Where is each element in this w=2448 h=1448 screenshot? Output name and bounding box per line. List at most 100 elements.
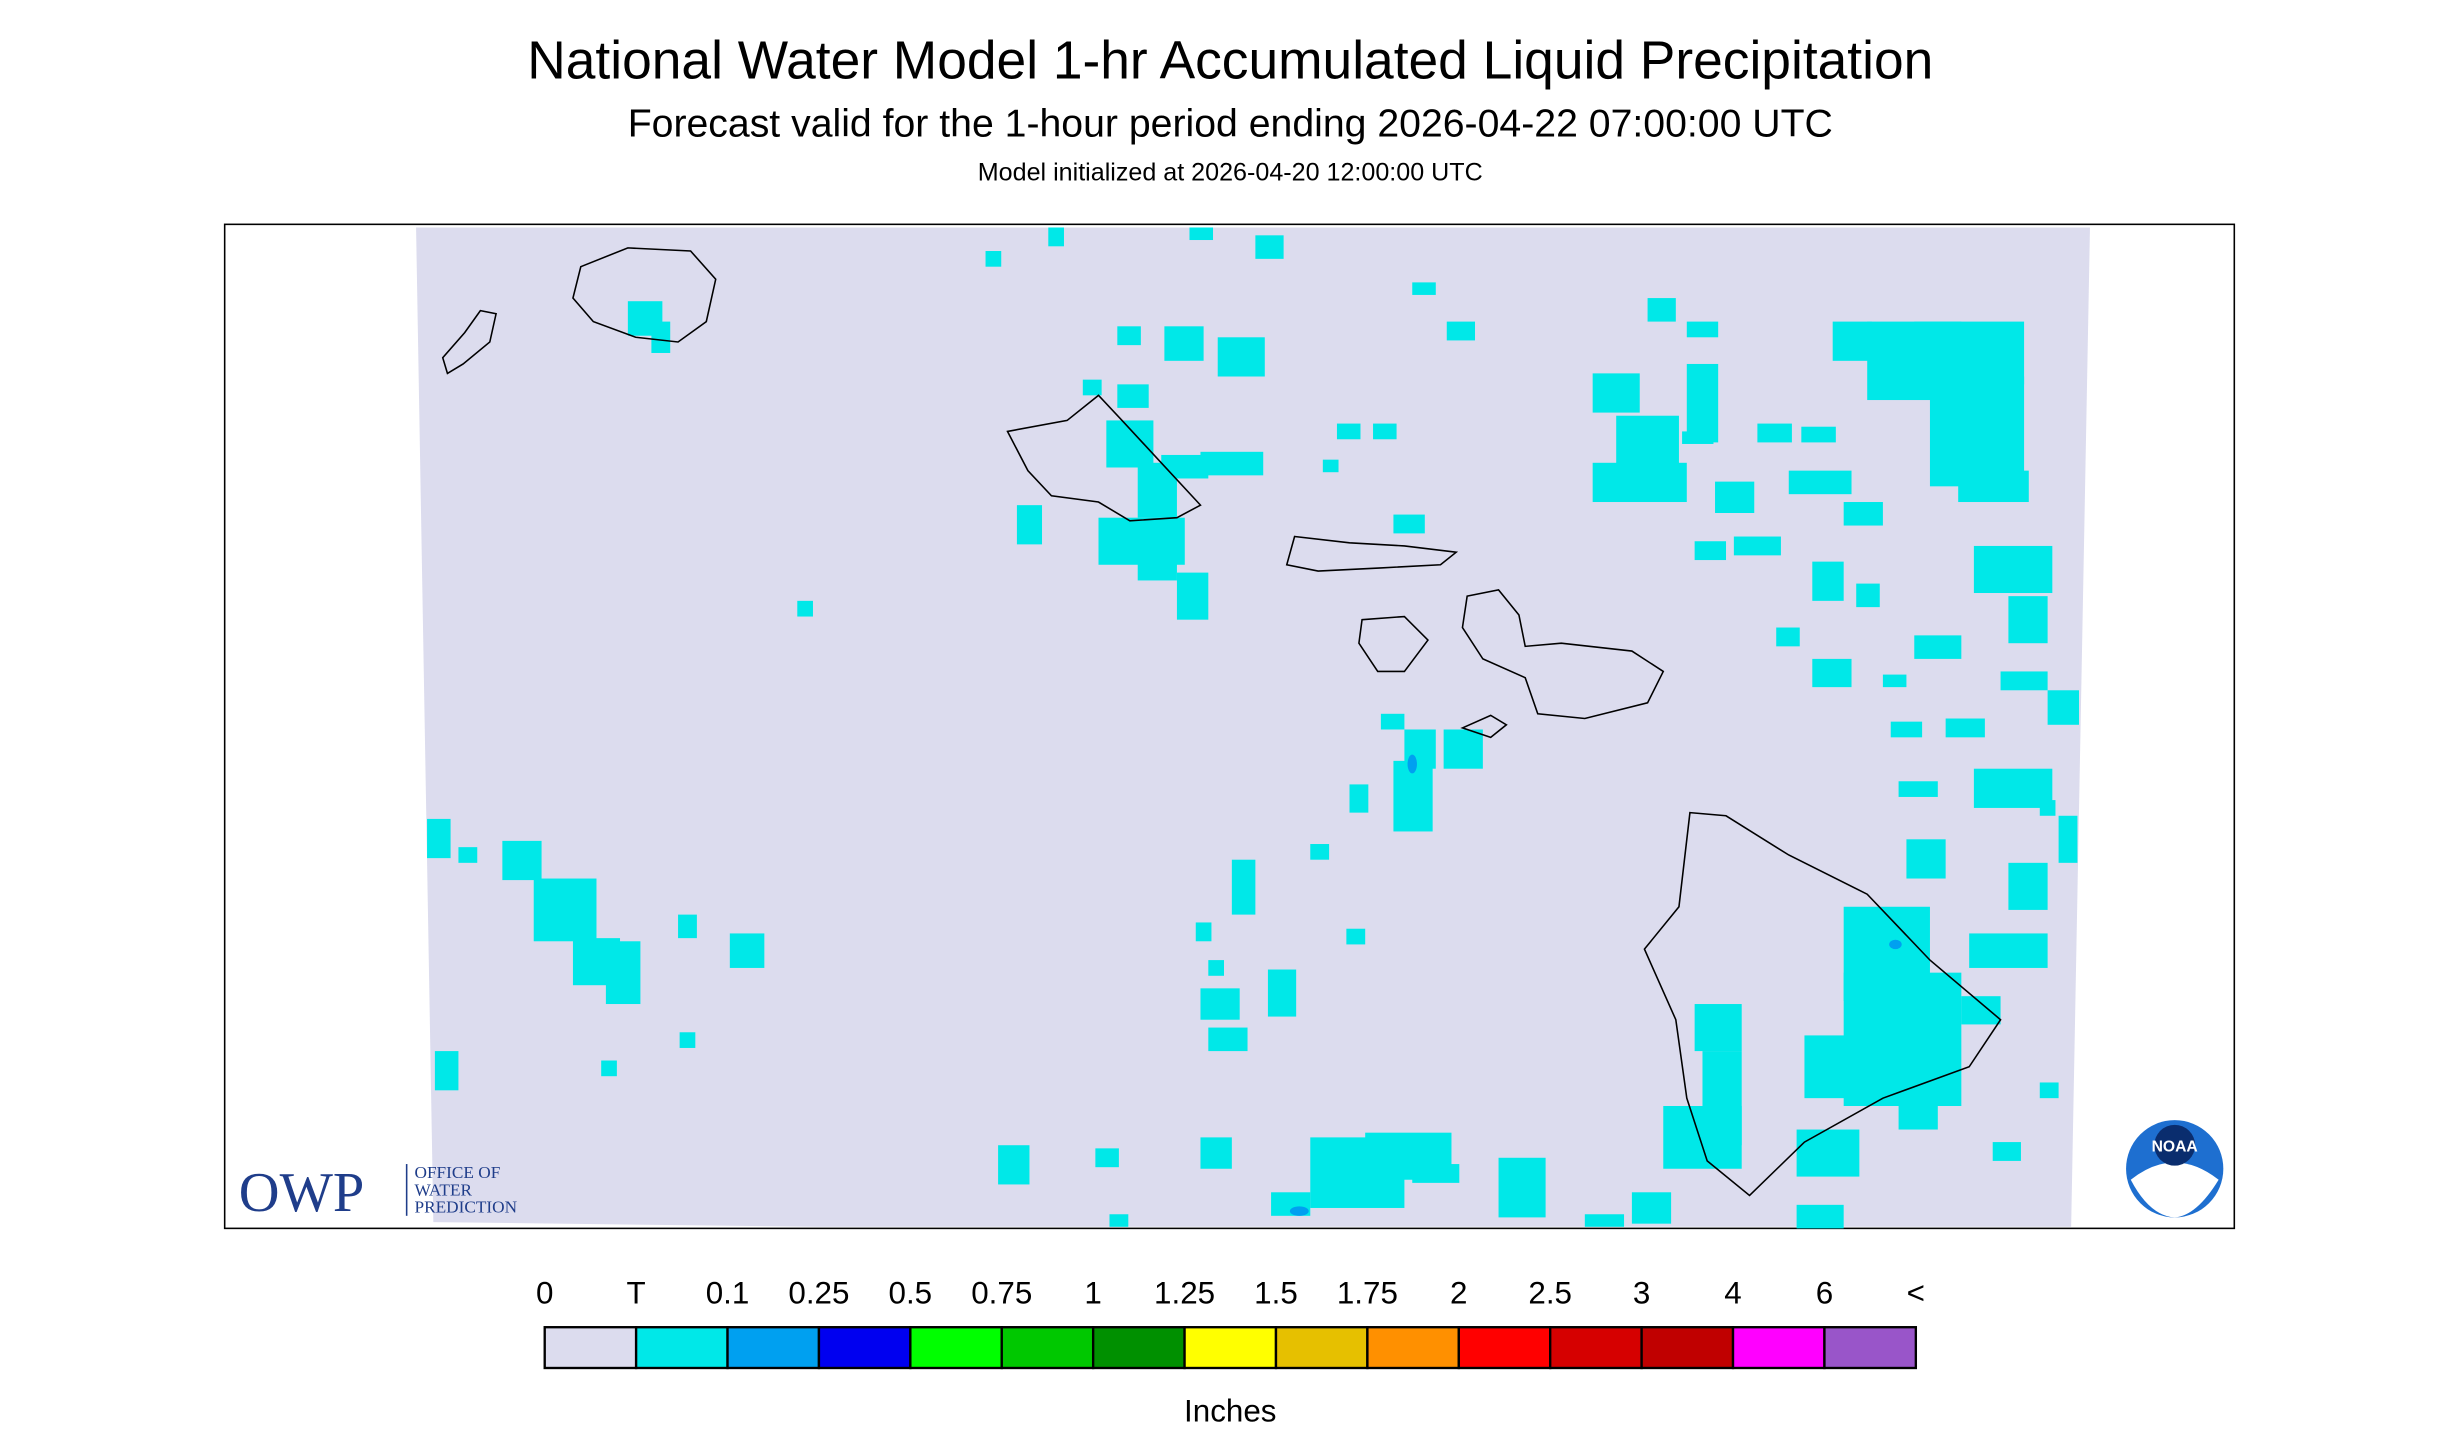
rain-cell (2008, 596, 2048, 644)
legend: 0 T 0.1 0.25 0.5 0.75 1 1.25 1.5 1.75 2 2.5 3 4 6 < (536, 1276, 1925, 1370)
rain-cell (1832, 321, 1872, 361)
rain-cell (1016, 505, 1043, 545)
rain-cell (1733, 536, 1781, 556)
rain-cell (1208, 1027, 1248, 1052)
rain-cell (1694, 1004, 1742, 1052)
legend-swatch (726, 1326, 821, 1370)
rain-cell (1217, 337, 1265, 377)
legend-swatch (1000, 1326, 1095, 1370)
legend-swatch (1640, 1326, 1735, 1370)
rain-cell (1694, 541, 1727, 561)
rain-cell (678, 914, 697, 939)
rain-cell (2047, 690, 2079, 725)
oahu (1006, 394, 1202, 522)
init-time: Model initialized at 2026-04-20 12:00:00… (978, 158, 1483, 186)
rain-cell (1686, 363, 1719, 443)
kauai (572, 247, 717, 343)
precip-cells (427, 227, 2079, 1229)
legend-label: 0.1 (706, 1276, 750, 1311)
rain-cell (2058, 815, 2078, 863)
rain-cell (1137, 549, 1177, 581)
rain-cell (1443, 729, 1483, 769)
rain-cell (1048, 227, 1064, 247)
maui (1461, 589, 1665, 720)
rain-cell (2039, 1082, 2059, 1099)
rain-cell (458, 847, 478, 863)
rain-cell (1958, 470, 2029, 503)
legend-label: 6 (1816, 1276, 1833, 1311)
rain-cell (1200, 451, 1264, 476)
rain-cell (985, 251, 1002, 267)
molokai (1285, 535, 1459, 572)
rain-cell (1498, 1157, 1546, 1218)
legend-swatch (1549, 1326, 1643, 1370)
rain-cell (1796, 1129, 1860, 1177)
rain-cell (1592, 373, 1640, 413)
rain-cell (1715, 481, 1755, 513)
legend-label: 1.75 (1337, 1276, 1398, 1311)
rain-cell (1117, 326, 1141, 346)
rain-cell (1929, 376, 2025, 487)
rain-cell (1969, 933, 2048, 968)
rain-cell (1914, 321, 2025, 385)
rain-cell (1776, 627, 1800, 647)
title: National Water Model 1-hr Accumulated Li… (527, 31, 1933, 90)
rain-cell (1961, 996, 2001, 1025)
subtitle: Forecast valid for the 1-hour period end… (628, 102, 1833, 145)
rain-cell (797, 600, 813, 617)
rain-cell (2039, 800, 2056, 816)
coastlines (441, 247, 2002, 1197)
lanai (1358, 615, 1429, 673)
rain-cell (502, 840, 542, 881)
legend-label: 0.75 (971, 1276, 1032, 1311)
rain-cell (1856, 583, 1880, 608)
rain-cell (1322, 459, 1339, 473)
rain-cell (1189, 227, 1214, 241)
legend-swatch (634, 1326, 729, 1370)
rain-cell (1796, 1204, 1844, 1229)
rain-cell (1686, 321, 1719, 338)
rain-cell (1109, 1214, 1129, 1227)
legend-swatch (817, 1326, 912, 1370)
legend-swatch (1457, 1326, 1552, 1370)
legend-label: T (627, 1276, 646, 1311)
rain-cell (533, 878, 597, 942)
rain-cell (2000, 671, 2048, 691)
legend-swatch (543, 1326, 638, 1370)
rain-cell (1973, 545, 2053, 594)
rain-cell (1349, 784, 1369, 813)
rain-cell (1208, 960, 1224, 976)
rain-cell (1973, 768, 2053, 808)
rain-cell (1898, 1098, 1938, 1130)
legend-swatch (1731, 1326, 1826, 1370)
rain-cell (1992, 1142, 2021, 1161)
rain-cell (1446, 321, 1476, 341)
rain-cell (1906, 839, 1946, 879)
rain-cell-heavy (1407, 754, 1417, 774)
legend-label: 3 (1633, 1276, 1650, 1311)
rain-cell (1380, 713, 1405, 730)
rain-cell (1592, 462, 1687, 503)
owp-logo: OWP (239, 1162, 364, 1224)
rain-cell (1346, 928, 1366, 945)
noaa-text: NOAA (2152, 1138, 2198, 1155)
rain-cell (1631, 1192, 1672, 1224)
rain-cell (1804, 1035, 1883, 1099)
rain-cell (1161, 454, 1209, 479)
owp-name: WATER (415, 1180, 473, 1199)
rain-cell (1195, 922, 1212, 942)
rain-cell (1393, 514, 1425, 534)
rain-cell (1890, 721, 1923, 738)
owp-name: PREDICTION (415, 1198, 518, 1217)
hawaii-island (1643, 811, 2002, 1197)
rain-cell (998, 1145, 1030, 1185)
rain-cell (1898, 781, 1938, 797)
legend-swatch (1091, 1326, 1186, 1370)
rain-cell (427, 818, 451, 859)
rain-cell (1200, 988, 1240, 1020)
rain-cell (1412, 282, 1436, 295)
rain-cell (1788, 470, 1852, 495)
rain-cell-heavy (1889, 939, 1902, 950)
